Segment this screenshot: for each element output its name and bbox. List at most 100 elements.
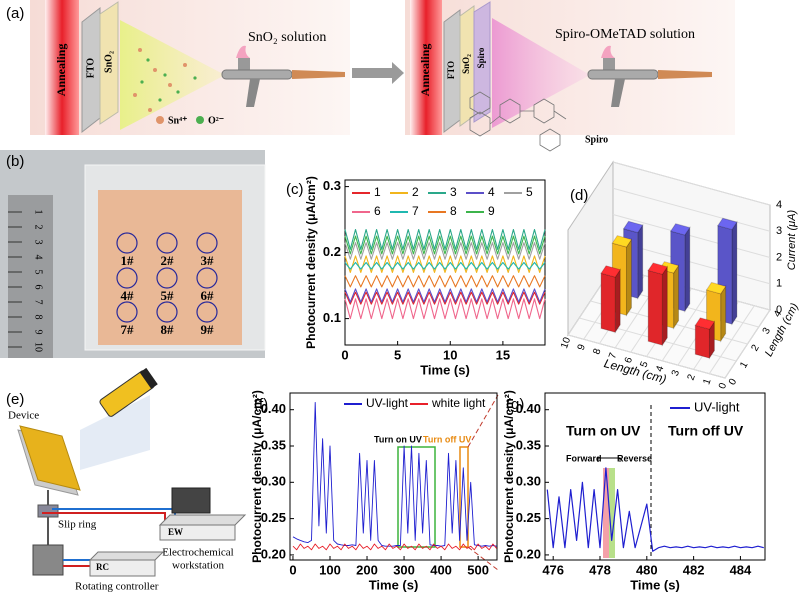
grid-line <box>612 187 771 232</box>
layer-label: SnO₂ <box>103 51 114 73</box>
bar-top <box>611 235 633 248</box>
legend-label: 8 <box>450 204 457 218</box>
z-tick-label: 2 <box>776 251 782 263</box>
layer-label: SnO₂ <box>461 54 471 74</box>
series-line <box>344 288 546 303</box>
panel-label: (f) <box>254 396 268 413</box>
spot <box>156 267 178 289</box>
bar-side <box>720 284 727 343</box>
x-axis-label: Time (s) <box>420 362 470 377</box>
legend-label: 2 <box>412 185 419 199</box>
spray <box>120 20 225 130</box>
y-tick-label: 0.35 <box>516 437 541 452</box>
label: EW <box>168 527 183 537</box>
series-line <box>344 235 546 255</box>
series-line <box>344 298 546 320</box>
light <box>80 395 150 470</box>
ruler-label: 9 <box>33 330 44 335</box>
x-tick-label: 4 <box>654 364 666 373</box>
ion-label: Sn⁴⁺ <box>168 115 187 126</box>
slip-ring <box>37 504 59 518</box>
ruler-label: 10 <box>33 342 44 352</box>
ruler-label: 3 <box>33 240 44 245</box>
bar-side <box>614 268 621 334</box>
panel-label: (c) <box>286 181 304 198</box>
airbrush <box>587 45 712 107</box>
x-tick-label: 7 <box>607 351 619 360</box>
legend-label: 6 <box>374 204 381 218</box>
airbrush <box>221 45 345 107</box>
y-tick-label: 1 <box>738 360 751 371</box>
z-tick-label: 3 <box>776 225 782 237</box>
legend-label: 3 <box>450 185 457 199</box>
ruler-label: 8 <box>33 315 44 320</box>
panel-label: (b) <box>6 153 24 170</box>
ruler-label: 4 <box>33 255 44 260</box>
series-line <box>344 291 546 305</box>
x-tick-label: 0 <box>717 381 729 390</box>
bar-side <box>684 225 691 313</box>
panel-label: (d) <box>570 187 588 204</box>
layer-label: Annealing <box>418 44 432 97</box>
x-tick-label: 2 <box>686 373 698 382</box>
chart: 0 100 200 300 400 500 0.20 0.25 0.30 0.35 0.40 UV-l… <box>250 390 498 592</box>
grid-line <box>567 334 726 379</box>
series-line <box>292 543 497 551</box>
spot <box>156 301 178 323</box>
spot-label: 6# <box>201 288 215 303</box>
ion-key <box>196 116 204 124</box>
molecule-label: Spiro <box>585 134 608 145</box>
panel-label: (g) <box>506 396 524 413</box>
spot-label: 3# <box>201 253 215 268</box>
bar-side <box>637 223 644 300</box>
ion-key <box>156 116 164 124</box>
heater <box>45 0 79 135</box>
spot-label: 5# <box>161 288 175 303</box>
spot <box>196 267 218 289</box>
y-tick-label: 0.1 <box>323 310 341 325</box>
annotation: Turn on UV <box>566 423 641 439</box>
annotation: Reverse <box>617 453 652 463</box>
ruler-label: 5 <box>33 270 44 275</box>
connector <box>467 546 499 571</box>
lamp <box>99 367 158 417</box>
highlight-box <box>459 446 469 548</box>
series-line <box>344 255 546 273</box>
x-tick-label: 100 <box>319 562 341 577</box>
series-line <box>292 401 497 547</box>
solution-label: SnO₂ solution <box>248 30 326 45</box>
label: Electrochemical <box>162 547 233 559</box>
spot-label: 8# <box>161 322 175 337</box>
y-tick-label: 0.30 <box>261 474 286 489</box>
x-tick-label: 200 <box>356 562 378 577</box>
legend-label: 4 <box>488 185 495 199</box>
bar-side <box>625 237 632 317</box>
legend-label: 1 <box>374 185 381 199</box>
spot-label: 9# <box>201 322 215 337</box>
x-tick-label: 1 <box>701 377 713 386</box>
x-tick-label: 8 <box>591 347 603 356</box>
x-tick-label: 484 <box>730 562 752 577</box>
panel-e: (e) Device Slip ring EW Electrochemical … <box>6 367 247 593</box>
legend-label: 9 <box>488 204 495 218</box>
y-tick-label: 0.25 <box>261 510 286 525</box>
arrow <box>352 62 404 84</box>
y-axis-label: Photocurrent density (μA/cm²) <box>304 176 318 349</box>
bar-top <box>600 265 621 278</box>
spot <box>116 267 138 289</box>
series-line <box>546 467 764 552</box>
connector <box>467 394 499 448</box>
bar-top <box>622 220 644 234</box>
y-tick-label: 0.20 <box>261 546 286 561</box>
plot-frame <box>544 392 766 561</box>
series-line <box>344 275 546 288</box>
bar-side <box>673 263 680 330</box>
reverse-band <box>609 468 615 558</box>
layer-label: FTO <box>85 58 96 79</box>
rc-box <box>89 559 156 577</box>
y-tick-label: 0.35 <box>261 437 286 452</box>
z-tick-label: 0 <box>776 304 782 316</box>
annotation: Forward <box>566 453 602 463</box>
motor <box>32 544 64 576</box>
bar-top <box>705 281 727 295</box>
